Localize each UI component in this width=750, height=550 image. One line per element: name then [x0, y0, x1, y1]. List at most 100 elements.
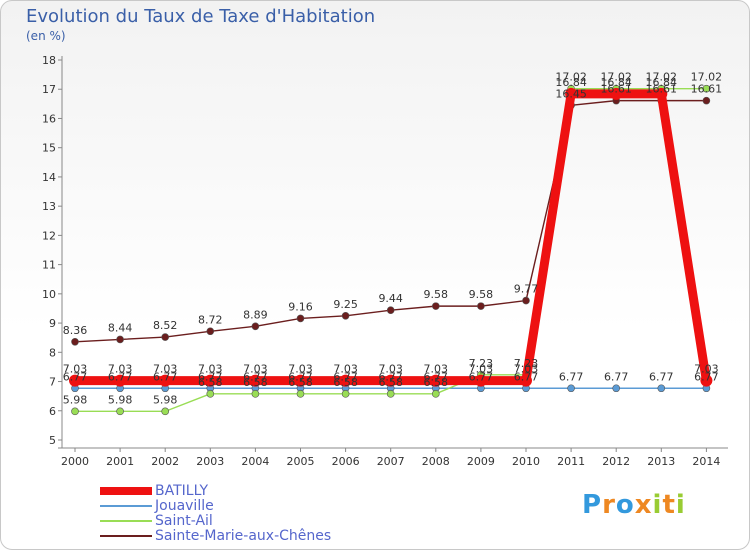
chart-title: Evolution du Taux de Taxe d'Habitation — [26, 6, 376, 27]
data-label: 16.84 — [600, 76, 632, 89]
series-line-0 — [75, 89, 711, 386]
series-line-3 — [74, 99, 707, 343]
data-label: 6.77 — [424, 370, 449, 383]
data-label: 6.58 — [243, 376, 268, 389]
data-point — [386, 390, 395, 398]
data-label: 17.02 — [600, 71, 632, 84]
y-tick-label: 16 — [42, 112, 56, 125]
data-label: 16.61 — [691, 83, 723, 96]
data-point — [429, 374, 442, 387]
x-tick-label: 2014 — [692, 455, 720, 468]
x-tick-label: 2001 — [106, 455, 134, 468]
legend-swatch — [100, 505, 152, 507]
x-tick-label: 2007 — [377, 455, 405, 468]
data-label: 8.89 — [243, 308, 268, 321]
data-point — [657, 384, 666, 393]
data-label: 7.23 — [514, 357, 539, 370]
x-tick-label: 2013 — [647, 455, 675, 468]
data-point — [567, 384, 575, 393]
data-label: 16.61 — [600, 83, 632, 96]
data-label: 6.77 — [63, 370, 88, 383]
y-tick-label: 14 — [42, 171, 56, 184]
data-label: 7.03 — [153, 363, 178, 376]
data-label: 5.98 — [153, 393, 178, 406]
data-point — [341, 390, 350, 398]
x-tick-label: 2010 — [512, 455, 540, 468]
data-point — [522, 296, 530, 305]
data-label: 17.02 — [646, 71, 678, 84]
data-label: 7.03 — [63, 363, 88, 376]
data-label: 7.03 — [243, 363, 268, 376]
data-point — [69, 374, 81, 387]
y-tick-label: 7 — [49, 376, 56, 389]
data-point — [702, 84, 711, 93]
data-point — [206, 327, 215, 336]
data-label: 8.52 — [153, 319, 178, 332]
data-point — [116, 407, 124, 416]
data-label: 7.03 — [469, 363, 494, 376]
data-label: 5.98 — [108, 393, 133, 406]
data-point — [294, 374, 307, 387]
data-label: 5.98 — [63, 393, 88, 406]
chart-subtitle: (en %) — [26, 29, 66, 43]
data-point — [159, 374, 172, 387]
y-tick-label: 6 — [49, 405, 56, 418]
data-label: 16.45 — [555, 87, 587, 100]
x-tick-label: 2009 — [467, 455, 495, 468]
legend-label: Saint-Ail — [155, 513, 213, 529]
y-tick-label: 11 — [42, 259, 56, 272]
data-label: 8.36 — [63, 324, 88, 337]
data-label: 7.03 — [424, 363, 449, 376]
x-tick-label: 2003 — [196, 455, 224, 468]
data-label: 6.77 — [559, 370, 584, 383]
y-tick-label: 18 — [42, 54, 56, 67]
y-tick-label: 17 — [42, 83, 56, 96]
data-label: 7.03 — [288, 363, 313, 376]
data-point — [700, 374, 713, 387]
x-tick-label: 2004 — [241, 455, 269, 468]
data-point — [702, 96, 711, 105]
data-point — [251, 322, 260, 331]
data-label: 6.58 — [288, 376, 313, 389]
data-label: 9.16 — [288, 300, 313, 313]
data-point — [610, 87, 623, 100]
data-label: 7.03 — [514, 363, 539, 376]
data-point — [296, 314, 305, 323]
data-point — [296, 390, 305, 398]
data-point — [612, 384, 621, 393]
data-label: 7.03 — [198, 363, 223, 376]
data-point — [431, 390, 440, 398]
data-point — [341, 311, 350, 320]
data-label: 6.77 — [694, 370, 719, 383]
legend-swatch — [100, 520, 152, 522]
data-point — [431, 302, 440, 310]
data-point — [71, 337, 79, 346]
data-label: 6.58 — [198, 376, 223, 389]
y-tick-label: 5 — [49, 434, 56, 447]
data-label: 6.58 — [424, 376, 449, 389]
data-label: 7.03 — [108, 363, 133, 376]
legend-label: Sainte-Marie-aux-Chênes — [155, 528, 332, 544]
legend-label: BATILLY — [155, 483, 209, 499]
x-tick-label: 2006 — [332, 455, 360, 468]
data-label: 9.58 — [424, 288, 449, 301]
legend-swatch — [100, 535, 152, 537]
data-label: 9.77 — [514, 283, 539, 296]
y-tick-label: 9 — [49, 317, 56, 330]
data-label: 6.58 — [378, 376, 403, 389]
data-label: 6.77 — [108, 370, 133, 383]
data-point — [384, 374, 397, 387]
data-label: 8.72 — [198, 313, 223, 326]
x-tick-label: 2012 — [602, 455, 630, 468]
x-tick-label: 2002 — [151, 455, 179, 468]
data-label: 6.77 — [243, 370, 268, 383]
data-label: 17.02 — [555, 71, 587, 84]
data-point — [565, 87, 578, 100]
data-point — [114, 374, 127, 387]
data-label: 16.84 — [555, 76, 587, 89]
data-label: 6.77 — [333, 370, 358, 383]
data-point — [339, 374, 352, 387]
legend-swatch — [100, 487, 152, 495]
x-tick-label: 2005 — [287, 455, 315, 468]
